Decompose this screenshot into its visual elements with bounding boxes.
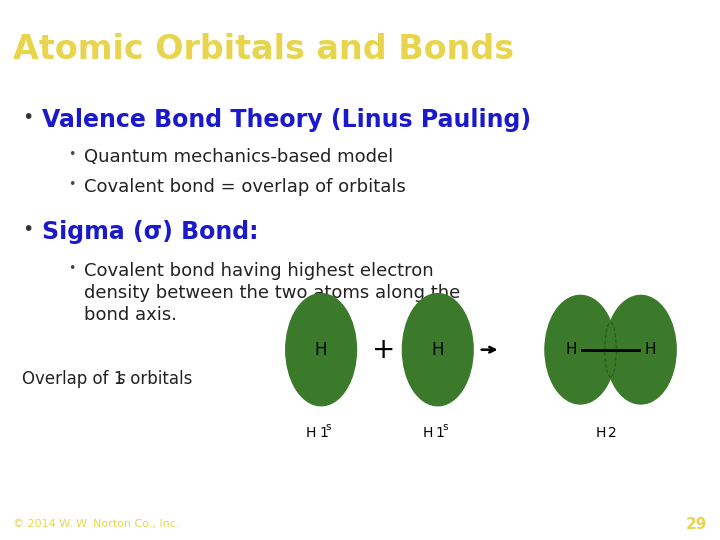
Text: orbitals: orbitals bbox=[125, 370, 192, 388]
Text: H: H bbox=[565, 342, 577, 357]
Ellipse shape bbox=[605, 322, 616, 377]
Text: Overlap of 1: Overlap of 1 bbox=[22, 370, 125, 388]
Ellipse shape bbox=[641, 329, 654, 351]
Ellipse shape bbox=[611, 300, 673, 396]
Text: © 2014 W. W. Norton Co., Inc.: © 2014 W. W. Norton Co., Inc. bbox=[13, 519, 179, 529]
Ellipse shape bbox=[618, 307, 669, 386]
Ellipse shape bbox=[305, 327, 320, 349]
Ellipse shape bbox=[286, 294, 356, 406]
Text: •: • bbox=[68, 148, 76, 161]
Text: +: + bbox=[372, 336, 395, 363]
Text: •: • bbox=[22, 108, 33, 127]
Text: s: s bbox=[117, 370, 125, 388]
Text: H: H bbox=[423, 427, 433, 441]
Ellipse shape bbox=[562, 322, 588, 362]
Text: Covalent bond = overlap of orbitals: Covalent bond = overlap of orbitals bbox=[84, 178, 406, 196]
Text: 1: 1 bbox=[319, 427, 328, 441]
Ellipse shape bbox=[557, 315, 595, 374]
Text: H: H bbox=[595, 427, 606, 441]
Ellipse shape bbox=[297, 313, 336, 373]
Ellipse shape bbox=[414, 313, 452, 373]
Text: s: s bbox=[442, 422, 448, 432]
Text: 2: 2 bbox=[608, 427, 617, 441]
Ellipse shape bbox=[402, 294, 473, 406]
Ellipse shape bbox=[302, 320, 327, 360]
Ellipse shape bbox=[292, 305, 343, 386]
Text: H: H bbox=[644, 342, 656, 357]
Text: Sigma (σ) Bond:: Sigma (σ) Bond: bbox=[42, 220, 258, 244]
Text: H: H bbox=[306, 427, 316, 441]
Ellipse shape bbox=[418, 320, 444, 360]
Text: H: H bbox=[431, 341, 444, 359]
Ellipse shape bbox=[405, 299, 467, 397]
Ellipse shape bbox=[606, 295, 676, 404]
Text: 29: 29 bbox=[685, 517, 707, 532]
Text: bond axis.: bond axis. bbox=[84, 306, 177, 324]
Text: density between the two atoms along the: density between the two atoms along the bbox=[84, 284, 460, 302]
Text: 1: 1 bbox=[436, 427, 444, 441]
Ellipse shape bbox=[422, 327, 436, 349]
Text: •: • bbox=[68, 262, 76, 275]
Text: Covalent bond having highest electron: Covalent bond having highest electron bbox=[84, 262, 433, 280]
Text: H: H bbox=[315, 341, 328, 359]
Ellipse shape bbox=[548, 300, 611, 396]
Text: Atomic Orbitals and Bonds: Atomic Orbitals and Bonds bbox=[13, 33, 514, 66]
Text: Valence Bond Theory (Linus Pauling): Valence Bond Theory (Linus Pauling) bbox=[42, 108, 531, 132]
Text: •: • bbox=[22, 220, 33, 239]
Ellipse shape bbox=[289, 299, 351, 397]
Ellipse shape bbox=[409, 305, 460, 386]
Text: •: • bbox=[68, 178, 76, 191]
Ellipse shape bbox=[545, 295, 616, 404]
Ellipse shape bbox=[552, 307, 603, 386]
Ellipse shape bbox=[567, 329, 580, 351]
Text: Quantum mechanics-based model: Quantum mechanics-based model bbox=[84, 148, 393, 166]
Text: s: s bbox=[325, 422, 331, 432]
Ellipse shape bbox=[626, 315, 664, 374]
Ellipse shape bbox=[634, 322, 659, 362]
